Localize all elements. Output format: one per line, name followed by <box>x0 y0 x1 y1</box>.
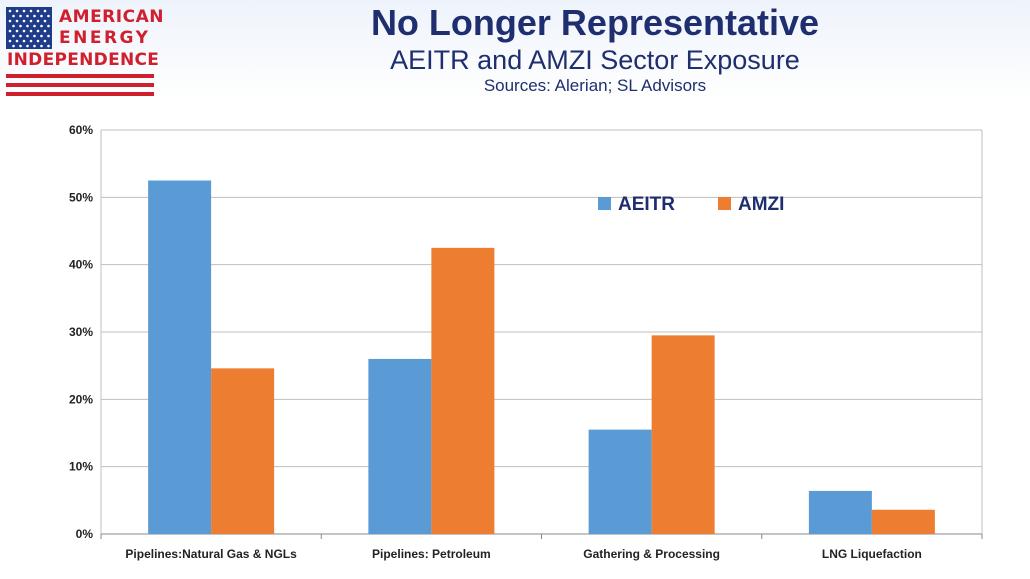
y-tick-label: 20% <box>69 392 93 406</box>
legend-label-amzi: AMZI <box>738 194 784 215</box>
legend: AEITR AMZI <box>598 194 784 215</box>
bar-aeitr-1 <box>368 358 432 534</box>
y-tick-label: 40% <box>69 258 93 272</box>
page-subtitle: AEITR and AMZI Sector Exposure <box>390 45 800 75</box>
bar-amzi-1 <box>431 247 495 535</box>
bar-amzi-0 <box>211 368 275 534</box>
logo-text-american: AMERICAN <box>59 7 164 27</box>
y-tick-label: 30% <box>69 325 93 339</box>
logo-text-energy: ENERGY <box>59 28 151 48</box>
legend-label-aeitr: AEITR <box>618 194 675 215</box>
y-tick-label: 10% <box>69 460 93 474</box>
bar-aeitr-3 <box>808 490 872 534</box>
sources-note: Sources: Alerian; SL Advisors <box>483 76 707 95</box>
y-tick-label: 60% <box>69 123 93 137</box>
page-title: No Longer Representative <box>370 2 820 43</box>
x-category-label: Pipelines: Petroleum <box>372 547 491 561</box>
logo-text-independence: INDEPENDENCE <box>7 50 160 70</box>
axes: 0% 10% 20% 30% 40% 50% 60% Pipelines:Natural Ga… <box>69 123 983 561</box>
legend-swatch-aeitr <box>598 197 611 210</box>
bars <box>148 180 935 535</box>
x-category-label: Gathering & Processing <box>583 547 720 561</box>
us-flag-icon <box>6 7 52 49</box>
bar-amzi-2 <box>651 335 715 534</box>
y-tick-label: 50% <box>69 190 93 204</box>
american-energy-independence-logo: AMERICAN ENERGY INDEPENDENCE <box>4 4 163 96</box>
header-band <box>0 0 1030 100</box>
y-tick-label: 0% <box>76 527 94 541</box>
bar-amzi-3 <box>871 509 935 534</box>
bar-aeitr-2 <box>588 429 652 534</box>
x-category-label: LNG Liquefaction <box>822 547 922 561</box>
bar-aeitr-0 <box>148 180 212 534</box>
legend-swatch-amzi <box>718 197 731 210</box>
logo-stripes <box>6 74 154 96</box>
x-category-label: Pipelines:Natural Gas & NGLs <box>125 547 297 561</box>
